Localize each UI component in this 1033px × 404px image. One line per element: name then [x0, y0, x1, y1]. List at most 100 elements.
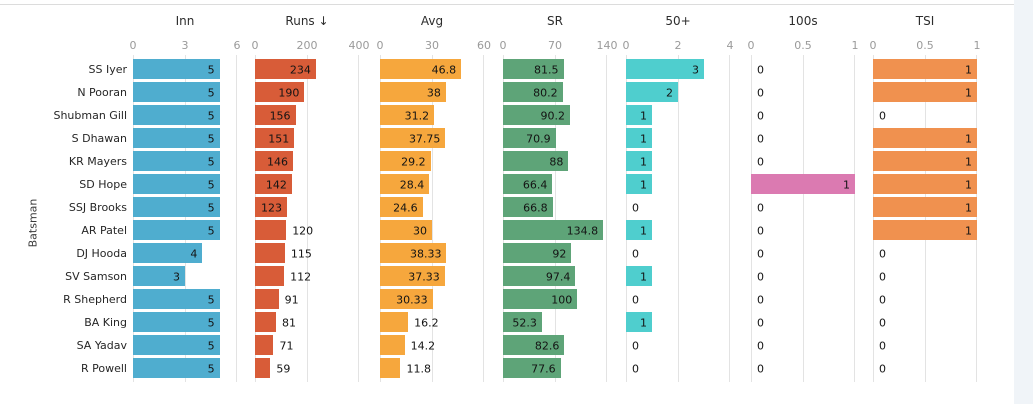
- bar-value-label: 1: [640, 316, 647, 329]
- bar-runs[interactable]: [255, 220, 287, 240]
- bar-value-label: 29.2: [401, 155, 426, 168]
- bar-tsi[interactable]: [873, 220, 977, 240]
- x-axis-runs: 0 200 400: [252, 39, 370, 52]
- bar-runs[interactable]: [255, 197, 287, 217]
- bar-inn[interactable]: [133, 335, 220, 355]
- bar-avg[interactable]: [380, 243, 447, 263]
- column-header-100s[interactable]: 100s: [788, 14, 818, 28]
- bar-value-label: 0: [879, 362, 886, 375]
- bar-sr[interactable]: [503, 59, 564, 79]
- bar-inn[interactable]: [133, 312, 220, 332]
- bar-avg[interactable]: [380, 174, 430, 194]
- bar-sr[interactable]: [503, 82, 563, 102]
- bar-runs[interactable]: [255, 289, 279, 309]
- bar-sr[interactable]: [503, 174, 553, 194]
- column-header-inn[interactable]: Inn: [175, 14, 195, 28]
- bar-sr[interactable]: [503, 289, 578, 309]
- bar-sr[interactable]: [503, 197, 553, 217]
- bar-tsi[interactable]: [873, 59, 977, 79]
- bar-tsi[interactable]: [873, 174, 977, 194]
- batsman-name-row: R Shepherd: [0, 288, 127, 311]
- bar-tsi[interactable]: [873, 128, 977, 148]
- bar-50plus[interactable]: [626, 59, 704, 79]
- bar-inn[interactable]: [133, 243, 203, 263]
- bar-row: 190: [255, 81, 359, 104]
- bar-row: 29.2: [380, 150, 484, 173]
- bar-value-label: 24.6: [393, 201, 418, 214]
- bar-inn[interactable]: [133, 59, 220, 79]
- bar-tsi[interactable]: [873, 197, 977, 217]
- bar-sr[interactable]: [503, 128, 556, 148]
- batsman-name-row: SS Iyer: [0, 58, 127, 81]
- bar-runs[interactable]: [255, 151, 293, 171]
- bar-sr[interactable]: [503, 151, 569, 171]
- bar-50plus[interactable]: [626, 174, 652, 194]
- bar-runs[interactable]: [255, 59, 316, 79]
- bar-inn[interactable]: [133, 105, 220, 125]
- bar-50plus[interactable]: [626, 105, 652, 125]
- bar-sr[interactable]: [503, 312, 542, 332]
- bar-inn[interactable]: [133, 358, 220, 378]
- bar-runs[interactable]: [255, 266, 285, 286]
- bar-runs[interactable]: [255, 243, 285, 263]
- column-header-50plus[interactable]: 50+: [665, 14, 691, 28]
- bar-avg[interactable]: [380, 266, 445, 286]
- bar-50plus[interactable]: [626, 151, 652, 171]
- column-header-avg[interactable]: Avg: [420, 14, 444, 28]
- gridline: [677, 55, 679, 382]
- bar-tsi[interactable]: [873, 151, 977, 171]
- batsman-name: SV Samson: [65, 270, 127, 283]
- bar-row: 0: [751, 127, 855, 150]
- bar-avg[interactable]: [380, 220, 432, 240]
- bar-value-label: 1: [965, 224, 972, 237]
- bar-row: 0: [751, 288, 855, 311]
- bar-50plus[interactable]: [626, 82, 678, 102]
- bar-50plus[interactable]: [626, 266, 652, 286]
- bar-50plus[interactable]: [626, 220, 652, 240]
- bar-avg[interactable]: [380, 289, 433, 309]
- bar-runs[interactable]: [255, 82, 305, 102]
- bar-row: 1: [873, 219, 977, 242]
- bar-sr[interactable]: [503, 243, 572, 263]
- bar-sr[interactable]: [503, 335, 565, 355]
- bar-inn[interactable]: [133, 266, 185, 286]
- column-header-tsi[interactable]: TSI: [915, 14, 935, 28]
- bar-sr[interactable]: [503, 220, 604, 240]
- bar-sr[interactable]: [503, 358, 561, 378]
- bar-inn[interactable]: [133, 220, 220, 240]
- bar-runs[interactable]: [255, 105, 296, 125]
- bar-100s[interactable]: [751, 174, 855, 194]
- bar-50plus[interactable]: [626, 128, 652, 148]
- bar-row: 97.4: [503, 265, 607, 288]
- bar-avg[interactable]: [380, 105, 435, 125]
- bar-avg[interactable]: [380, 128, 446, 148]
- bar-value-label: 123: [260, 201, 282, 214]
- bar-runs[interactable]: [255, 312, 277, 332]
- gridline: [255, 55, 256, 382]
- bar-runs[interactable]: [255, 335, 274, 355]
- bar-value-label: 0: [757, 63, 764, 76]
- bar-runs[interactable]: [255, 128, 295, 148]
- bar-inn[interactable]: [133, 128, 220, 148]
- bar-inn[interactable]: [133, 151, 220, 171]
- bar-tsi[interactable]: [873, 82, 977, 102]
- bar-avg[interactable]: [380, 197, 423, 217]
- bar-avg[interactable]: [380, 335, 405, 355]
- bar-avg[interactable]: [380, 82, 446, 102]
- bar-inn[interactable]: [133, 289, 220, 309]
- bar-inn[interactable]: [133, 82, 220, 102]
- bar-runs[interactable]: [255, 174, 292, 194]
- bar-avg[interactable]: [380, 312, 409, 332]
- bar-avg[interactable]: [380, 151, 431, 171]
- bar-inn[interactable]: [133, 174, 220, 194]
- bar-value-label: 0: [879, 247, 886, 260]
- bar-avg[interactable]: [380, 358, 401, 378]
- bar-sr[interactable]: [503, 266, 576, 286]
- bar-50plus[interactable]: [626, 312, 652, 332]
- bar-avg[interactable]: [380, 59, 462, 79]
- column-header-sr[interactable]: SR: [547, 14, 563, 28]
- column-header-runs[interactable]: Runs ↓: [285, 14, 329, 28]
- bar-inn[interactable]: [133, 197, 220, 217]
- bar-sr[interactable]: [503, 105, 570, 125]
- bar-runs[interactable]: [255, 358, 271, 378]
